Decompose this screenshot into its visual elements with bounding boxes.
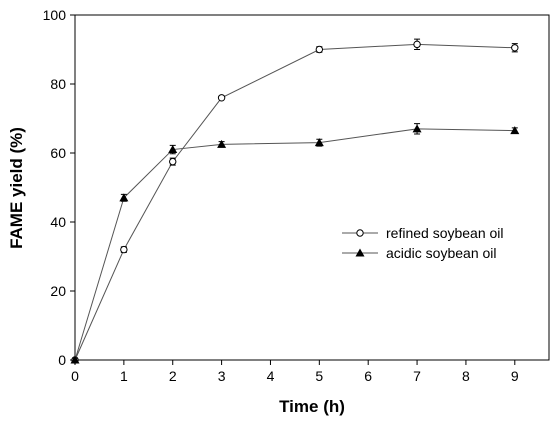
marker bbox=[70, 355, 80, 364]
y-tick-label: 60 bbox=[50, 145, 66, 161]
legend-label: refined soybean oil bbox=[386, 225, 504, 241]
marker bbox=[169, 157, 177, 166]
x-tick-label: 1 bbox=[120, 368, 128, 384]
marker bbox=[168, 145, 178, 154]
marker bbox=[413, 40, 421, 49]
x-tick-label: 2 bbox=[169, 368, 177, 384]
x-tick-label: 4 bbox=[267, 368, 275, 384]
marker bbox=[217, 139, 227, 148]
x-tick-label: 7 bbox=[413, 368, 421, 384]
legend-label: acidic soybean oil bbox=[386, 245, 497, 261]
marker bbox=[119, 193, 129, 202]
marker bbox=[412, 124, 422, 133]
y-tick-label: 0 bbox=[58, 352, 66, 368]
y-tick-label: 40 bbox=[50, 214, 66, 230]
x-tick-label: 5 bbox=[315, 368, 323, 384]
y-tick-label: 20 bbox=[50, 283, 66, 299]
marker bbox=[314, 138, 324, 147]
marker bbox=[510, 126, 520, 135]
marker bbox=[511, 44, 519, 52]
marker bbox=[315, 45, 324, 54]
x-axis-label: Time (h) bbox=[279, 397, 345, 416]
y-axis-label: FAME yield (%) bbox=[7, 127, 26, 249]
x-tick-label: 9 bbox=[511, 368, 519, 384]
series-line bbox=[74, 43, 515, 361]
legend-marker bbox=[355, 248, 365, 257]
y-tick-label: 80 bbox=[50, 76, 66, 92]
marker bbox=[217, 94, 226, 102]
marker bbox=[120, 245, 128, 254]
x-tick-label: 6 bbox=[364, 368, 372, 384]
plot-frame bbox=[74, 14, 550, 361]
y-tick-label: 100 bbox=[43, 7, 67, 23]
legend-marker bbox=[356, 229, 364, 237]
x-tick-label: 3 bbox=[218, 368, 226, 384]
x-tick-label: 0 bbox=[71, 368, 79, 384]
x-tick-label: 8 bbox=[462, 368, 470, 384]
